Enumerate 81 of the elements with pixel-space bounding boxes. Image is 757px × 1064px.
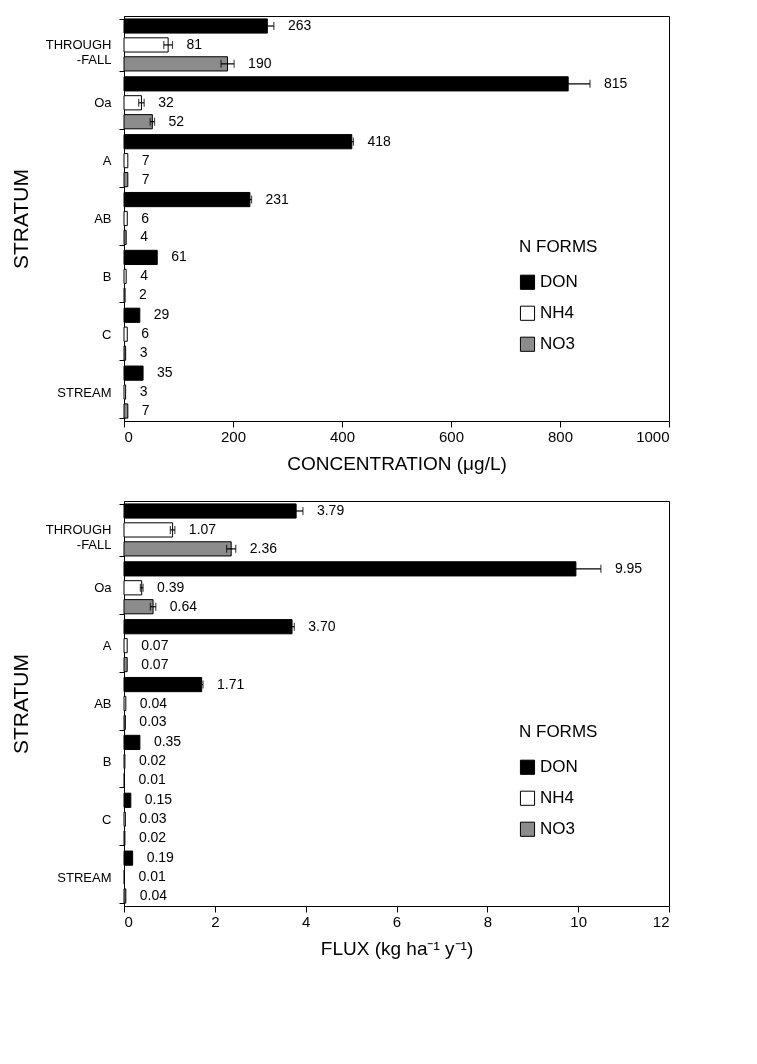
data-label: 3: [139, 383, 148, 400]
legend-label: NO3: [540, 334, 575, 354]
x-tick-label: 2: [211, 912, 220, 930]
x-tick-label: 0: [124, 427, 133, 445]
data-label: 32: [158, 93, 174, 110]
data-label: 0.01: [138, 771, 166, 788]
y-tick-label: C: [102, 811, 112, 827]
data-label: 263: [287, 16, 312, 33]
data-label: 29: [153, 306, 170, 323]
data-label: 190: [248, 54, 272, 71]
y-tick-label: AB: [94, 211, 112, 226]
x-tick-label: 800: [547, 427, 574, 445]
x-tick-label: 12: [652, 912, 670, 930]
y-tick-label: B: [102, 268, 112, 284]
y-tick-label: B: [102, 753, 112, 769]
legend-label: NH4: [540, 788, 575, 808]
legend-label: NO3: [540, 819, 575, 839]
x-tick-label: 200: [220, 427, 247, 445]
data-label: 0.03: [139, 810, 167, 827]
x-axis-title: FLUX (kg ha⁻¹ y⁻¹): [320, 937, 474, 959]
x-tick-label: 4: [301, 912, 311, 930]
legend-label: NH4: [540, 303, 575, 323]
data-label: 418: [367, 132, 392, 149]
y-tick-label: Oa: [94, 95, 113, 111]
data-label: 81: [186, 35, 203, 52]
y-tick-label: AB: [94, 696, 112, 711]
data-label: 4: [140, 228, 149, 245]
y-axis-title: STRATUM: [8, 654, 32, 754]
data-label: 0.04: [139, 694, 168, 711]
data-label: 3.70: [308, 617, 336, 634]
y-tick-label: STREAM: [57, 869, 112, 885]
data-label: 231: [265, 190, 290, 207]
data-label: 4: [140, 267, 149, 284]
data-label: 7: [141, 151, 150, 168]
data-label: 7: [141, 170, 150, 187]
data-label: 6: [141, 325, 150, 342]
data-label: 0.07: [141, 655, 169, 672]
data-label: 0.02: [138, 752, 167, 769]
data-label: 2: [139, 286, 148, 303]
data-label: 0.04: [139, 887, 168, 904]
data-label: 6: [141, 209, 150, 226]
y-tick-label: STREAM: [57, 384, 112, 400]
data-label: 0.07: [141, 636, 169, 653]
data-label: 0.01: [138, 868, 166, 885]
x-tick-label: 8: [483, 912, 493, 930]
data-label: 0.39: [157, 578, 185, 595]
data-label: 0.03: [139, 713, 167, 730]
x-tick-label: 0: [124, 912, 133, 930]
data-label: 0.02: [138, 829, 167, 846]
x-tick-label: 400: [329, 427, 356, 445]
data-label: 815: [603, 74, 628, 91]
data-label: 0.19: [146, 849, 175, 866]
y-tick-label: A: [102, 638, 112, 654]
data-label: 0.64: [169, 597, 198, 614]
data-label: 35: [157, 364, 173, 381]
legend-label: DON: [540, 757, 578, 777]
y-tick-label: Oa: [94, 580, 113, 596]
data-label: 3: [139, 344, 148, 361]
x-tick-label: 6: [392, 912, 402, 930]
data-label: 0.35: [153, 733, 182, 750]
y-tick-label: A: [102, 153, 112, 169]
y-tick-label: C: [102, 326, 112, 342]
data-label: 3.79: [316, 501, 345, 518]
y-axis-title: STRATUM: [8, 169, 32, 269]
data-label: 1.71: [217, 675, 245, 692]
x-tick-label: 1000: [636, 427, 670, 445]
legend-title: N FORMS: [519, 721, 598, 741]
x-tick-label: 10: [570, 912, 588, 930]
data-label: 52: [168, 112, 185, 129]
y-tick-label: THROUGH -FALL: [45, 522, 112, 553]
data-label: 2.36: [249, 539, 278, 556]
data-label: 61: [171, 248, 188, 265]
data-label: 1.07: [188, 520, 217, 537]
y-tick-label: THROUGH -FALL: [45, 37, 112, 68]
x-tick-label: 600: [438, 427, 465, 445]
data-label: 9.95: [614, 559, 643, 576]
data-label: 7: [141, 402, 150, 419]
x-axis-title: CONCENTRATION (μg/L): [287, 452, 507, 474]
legend-title: N FORMS: [519, 236, 598, 256]
data-label: 0.15: [144, 791, 173, 808]
legend-label: DON: [540, 272, 578, 292]
